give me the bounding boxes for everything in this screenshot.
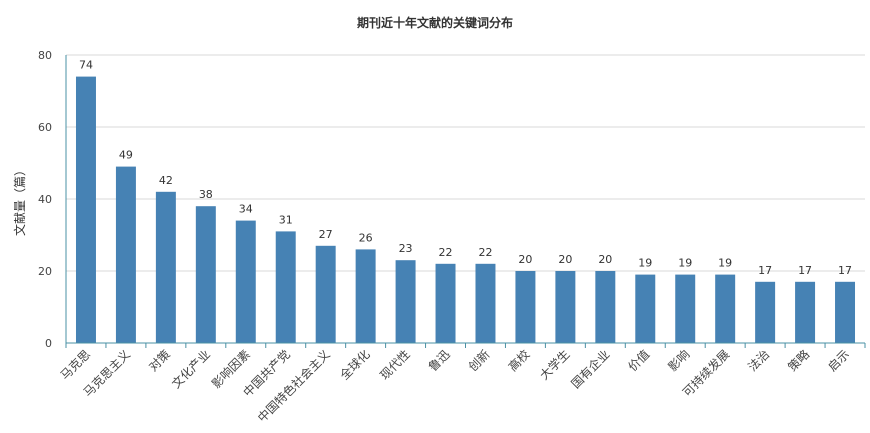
- bar-value-label: 17: [838, 264, 852, 277]
- bar-value-label: 19: [638, 257, 652, 270]
- y-axis-label: 文献量（篇）: [12, 164, 27, 236]
- y-tick-label: 0: [45, 337, 52, 350]
- bar-value-label: 19: [718, 257, 732, 270]
- bar-value-label: 38: [199, 188, 213, 201]
- bar-value-label: 49: [119, 149, 133, 162]
- y-tick-label: 80: [38, 49, 52, 62]
- bar-value-label: 27: [319, 228, 333, 241]
- bar-value-label: 19: [678, 257, 692, 270]
- bar: [155, 191, 176, 343]
- x-tick-label: 大学生: [536, 347, 572, 383]
- bar: [835, 281, 856, 343]
- bar: [555, 271, 576, 343]
- bar-value-label: 22: [478, 246, 492, 259]
- bar: [435, 263, 456, 343]
- bar: [475, 263, 496, 343]
- x-tick-label: 鲁迅: [426, 347, 453, 374]
- bar: [675, 274, 696, 343]
- bar: [515, 271, 536, 343]
- bar: [395, 260, 416, 343]
- bar-value-label: 74: [79, 59, 93, 72]
- bar-value-label: 34: [239, 203, 253, 216]
- bar-value-label: 20: [598, 253, 612, 266]
- bar-value-label: 23: [399, 242, 413, 255]
- bar-value-label: 20: [518, 253, 532, 266]
- bar: [635, 274, 656, 343]
- bar-value-label: 17: [798, 264, 812, 277]
- x-tick-label: 启示: [825, 347, 852, 374]
- x-tick-label: 策略: [785, 347, 813, 375]
- bar: [795, 281, 816, 343]
- chart-title: 期刊近十年文献的关键词分布: [357, 15, 513, 30]
- bar: [755, 281, 776, 343]
- x-tick-label: 创新: [465, 347, 493, 375]
- bar: [75, 76, 96, 343]
- x-tick-label: 中国特色社会主义: [254, 347, 332, 425]
- bar: [355, 249, 376, 343]
- bar-value-label: 31: [279, 213, 293, 226]
- x-tick-label: 马克思: [58, 347, 93, 382]
- x-tick-label: 价值: [625, 347, 653, 375]
- bar: [275, 231, 296, 343]
- x-tick-label: 法治: [745, 347, 772, 374]
- axes: [65, 55, 866, 348]
- bar: [315, 245, 336, 343]
- bar-value-label: 22: [439, 246, 453, 259]
- data-labels: 74 49 42 38 34 31 27 26 23 22 22 20 20 20 19 19 19 17 17 17: [79, 59, 852, 277]
- bar-value-label: 20: [558, 253, 572, 266]
- x-tick-label: 文化产业: [168, 347, 213, 392]
- x-tick-label: 现代性: [377, 347, 412, 382]
- x-tick-label: 对策: [146, 347, 173, 374]
- bar-value-label: 42: [159, 174, 173, 187]
- gridlines: [66, 54, 865, 272]
- bars: [75, 76, 856, 343]
- x-tick-label: 国有企业: [568, 347, 613, 392]
- bar-value-label: 17: [758, 264, 772, 277]
- y-tick-label: 60: [38, 121, 52, 134]
- y-tick-label: 40: [38, 193, 52, 206]
- bar: [595, 271, 616, 343]
- bar: [195, 206, 216, 343]
- bar: [235, 220, 256, 343]
- x-tick-labels: 马克思马克思主义 对策文化产业影响因素中国共产党中国特色社会主义 全球化 现代性 鲁迅创…: [58, 347, 852, 425]
- bar-value-label: 26: [359, 231, 373, 244]
- x-tick-label: 全球化: [337, 347, 373, 383]
- y-tick-labels: 0 20 40 60 80: [38, 49, 52, 350]
- x-tick-label: 影响: [665, 347, 693, 375]
- x-tick-label: 高校: [505, 347, 533, 375]
- bar: [715, 274, 736, 343]
- y-tick-label: 20: [38, 265, 52, 278]
- bar: [115, 166, 136, 343]
